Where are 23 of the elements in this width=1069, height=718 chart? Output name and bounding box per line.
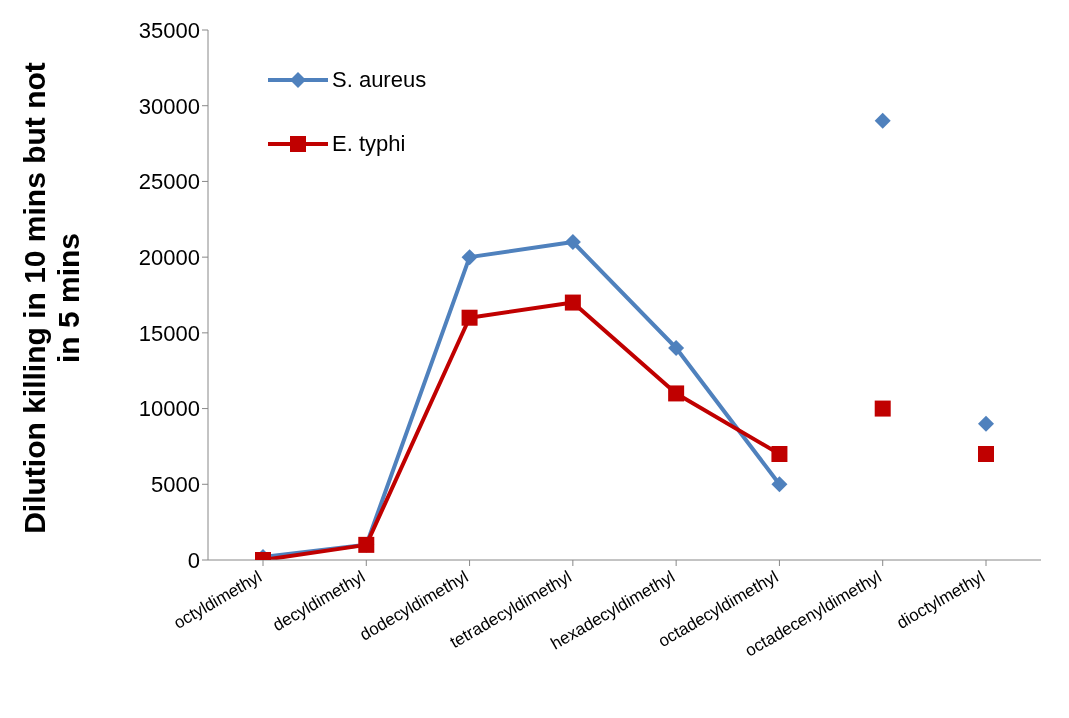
y-tick-label: 35000 [138,17,200,43]
legend-label: S. aureus [332,67,427,93]
point [668,340,685,356]
point [461,249,478,266]
y-tick-label: 0 [187,547,200,573]
point [978,446,994,462]
y-tick-label: 15000 [138,320,200,346]
point [771,446,788,462]
y-axis-title: Dilution killing in 10 mins but not in 5 mins [18,61,86,536]
y-tick-label: 30000 [138,93,200,119]
point [668,385,685,402]
y-tick-label: 5000 [151,472,200,498]
y-tick-label: 10000 [138,396,200,422]
point [874,112,891,129]
point [461,309,478,326]
point [978,415,994,432]
point [874,400,891,417]
y-tick-label: 25000 [138,169,200,195]
point [771,476,788,493]
point [564,234,581,250]
y-tick-label: 20000 [138,244,200,270]
point [564,294,581,311]
legend-label: E. typhi [332,131,406,157]
